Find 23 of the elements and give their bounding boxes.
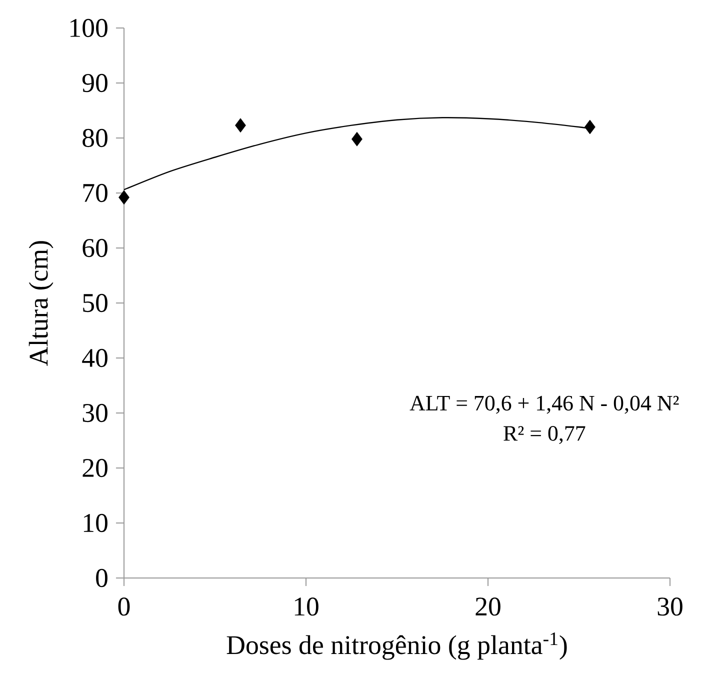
x-tick-label: 10 <box>294 598 318 616</box>
x-tick-label: 0 <box>118 598 130 616</box>
point <box>235 118 246 133</box>
y-tick-label: 20 <box>82 458 108 478</box>
x-axis-title: Doses de nitrogênio (g planta$^{-1}$) <box>226 632 567 660</box>
y-tick-label: 50 <box>83 294 108 312</box>
y-tick-label: 80 <box>82 128 108 148</box>
point <box>118 190 130 205</box>
y-axis-title: Altura (cm) <box>28 241 54 366</box>
point <box>352 132 362 146</box>
y-tick-label: 70 <box>83 184 108 202</box>
y-tick-label: 60 <box>82 238 108 258</box>
x-tick-label: 20 <box>476 598 500 616</box>
y-tick-label: 30 <box>82 404 108 422</box>
y-tick-label: 0 <box>96 568 108 588</box>
point <box>584 120 596 134</box>
y-tick-label: 10 <box>84 514 108 532</box>
y-tick-label: 100 <box>70 18 108 38</box>
x-tick-label: 30 <box>658 598 682 616</box>
annotation: R² = 0,77 <box>504 426 586 444</box>
annotation: ALT = 70,6 + 1,46 N - 0,04 N² <box>410 396 679 414</box>
y-tick-label: 40 <box>82 348 108 368</box>
y-tick-label: 90 <box>82 74 108 92</box>
